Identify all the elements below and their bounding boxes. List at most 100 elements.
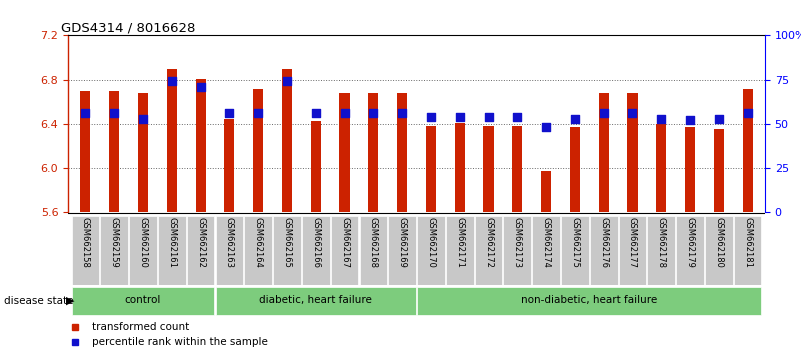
Bar [455, 123, 465, 212]
Text: GSM662179: GSM662179 [686, 217, 694, 268]
Bar [368, 93, 378, 212]
Text: GSM662178: GSM662178 [657, 217, 666, 268]
Bar [504, 216, 531, 285]
Point [540, 125, 553, 130]
Text: GSM662172: GSM662172 [484, 217, 493, 268]
Point [338, 110, 351, 116]
Bar [590, 216, 618, 285]
Text: non-diabetic, heart failure: non-diabetic, heart failure [521, 295, 658, 305]
Text: GSM662175: GSM662175 [570, 217, 579, 268]
Text: GSM662170: GSM662170 [426, 217, 436, 268]
Bar [187, 216, 215, 285]
Bar [743, 88, 753, 212]
Bar [533, 216, 560, 285]
Bar [129, 216, 157, 285]
Bar [734, 216, 762, 285]
Bar [100, 216, 128, 285]
Bar [397, 93, 407, 212]
Bar [331, 216, 358, 285]
Point [511, 114, 524, 120]
Bar [71, 287, 215, 315]
Point [367, 110, 380, 116]
Text: diabetic, heart failure: diabetic, heart failure [260, 295, 372, 305]
Point [741, 110, 754, 116]
Text: GSM662176: GSM662176 [599, 217, 608, 268]
Text: GSM662181: GSM662181 [743, 217, 752, 268]
Text: GDS4314 / 8016628: GDS4314 / 8016628 [61, 21, 195, 34]
Text: GSM662165: GSM662165 [283, 217, 292, 268]
Bar [195, 79, 206, 212]
Point [569, 116, 582, 121]
Bar [676, 216, 704, 285]
Bar [109, 91, 119, 212]
Text: GSM662168: GSM662168 [368, 217, 378, 268]
Point [165, 79, 178, 84]
Bar [647, 216, 675, 285]
Point [136, 116, 149, 121]
Bar [685, 127, 695, 212]
Text: disease state: disease state [4, 296, 74, 306]
Bar [302, 216, 329, 285]
Text: GSM662177: GSM662177 [628, 217, 637, 268]
Point [712, 116, 725, 121]
Bar [273, 216, 300, 285]
Text: GSM662171: GSM662171 [455, 217, 465, 268]
Text: GSM662167: GSM662167 [340, 217, 349, 268]
Point [425, 114, 437, 120]
Point [108, 110, 121, 116]
Text: GSM662159: GSM662159 [110, 217, 119, 268]
Bar [158, 216, 186, 285]
Text: ▶: ▶ [66, 296, 74, 306]
Point [626, 110, 639, 116]
Bar [446, 216, 473, 285]
Text: transformed count: transformed count [92, 321, 190, 332]
Text: GSM662161: GSM662161 [167, 217, 176, 268]
Text: GSM662169: GSM662169 [397, 217, 407, 268]
Bar [541, 171, 551, 212]
Bar [311, 121, 320, 212]
Text: percentile rank within the sample: percentile rank within the sample [92, 337, 268, 348]
Point [684, 118, 697, 123]
Bar [426, 126, 436, 212]
Bar [215, 216, 244, 285]
Bar [282, 69, 292, 212]
Bar [388, 216, 416, 285]
Bar [705, 216, 733, 285]
Bar [167, 69, 177, 212]
Bar [417, 287, 762, 315]
Point [280, 79, 293, 84]
Bar [360, 216, 387, 285]
Text: GSM662166: GSM662166 [312, 217, 320, 268]
Bar [244, 216, 272, 285]
Point [79, 110, 92, 116]
Bar [513, 126, 522, 212]
Point [194, 84, 207, 90]
Bar [224, 120, 235, 212]
Text: GSM662162: GSM662162 [196, 217, 205, 268]
Text: GSM662160: GSM662160 [139, 217, 147, 268]
Bar [215, 287, 416, 315]
Text: GSM662164: GSM662164 [254, 217, 263, 268]
Bar [570, 127, 580, 212]
Bar [484, 126, 493, 212]
Point [453, 114, 466, 120]
Text: control: control [125, 295, 161, 305]
Bar [598, 93, 609, 212]
Bar [253, 88, 264, 212]
Point [223, 110, 235, 116]
Bar [561, 216, 589, 285]
Text: GSM662174: GSM662174 [541, 217, 550, 268]
Text: GSM662163: GSM662163 [225, 217, 234, 268]
Bar [80, 91, 91, 212]
Point [598, 110, 610, 116]
Bar [714, 130, 724, 212]
Point [309, 110, 322, 116]
Point [482, 114, 495, 120]
Bar [71, 216, 99, 285]
Point [252, 110, 264, 116]
Bar [475, 216, 502, 285]
Bar [138, 93, 148, 212]
Point [655, 116, 668, 121]
Text: GSM662180: GSM662180 [714, 217, 723, 268]
Bar [627, 93, 638, 212]
